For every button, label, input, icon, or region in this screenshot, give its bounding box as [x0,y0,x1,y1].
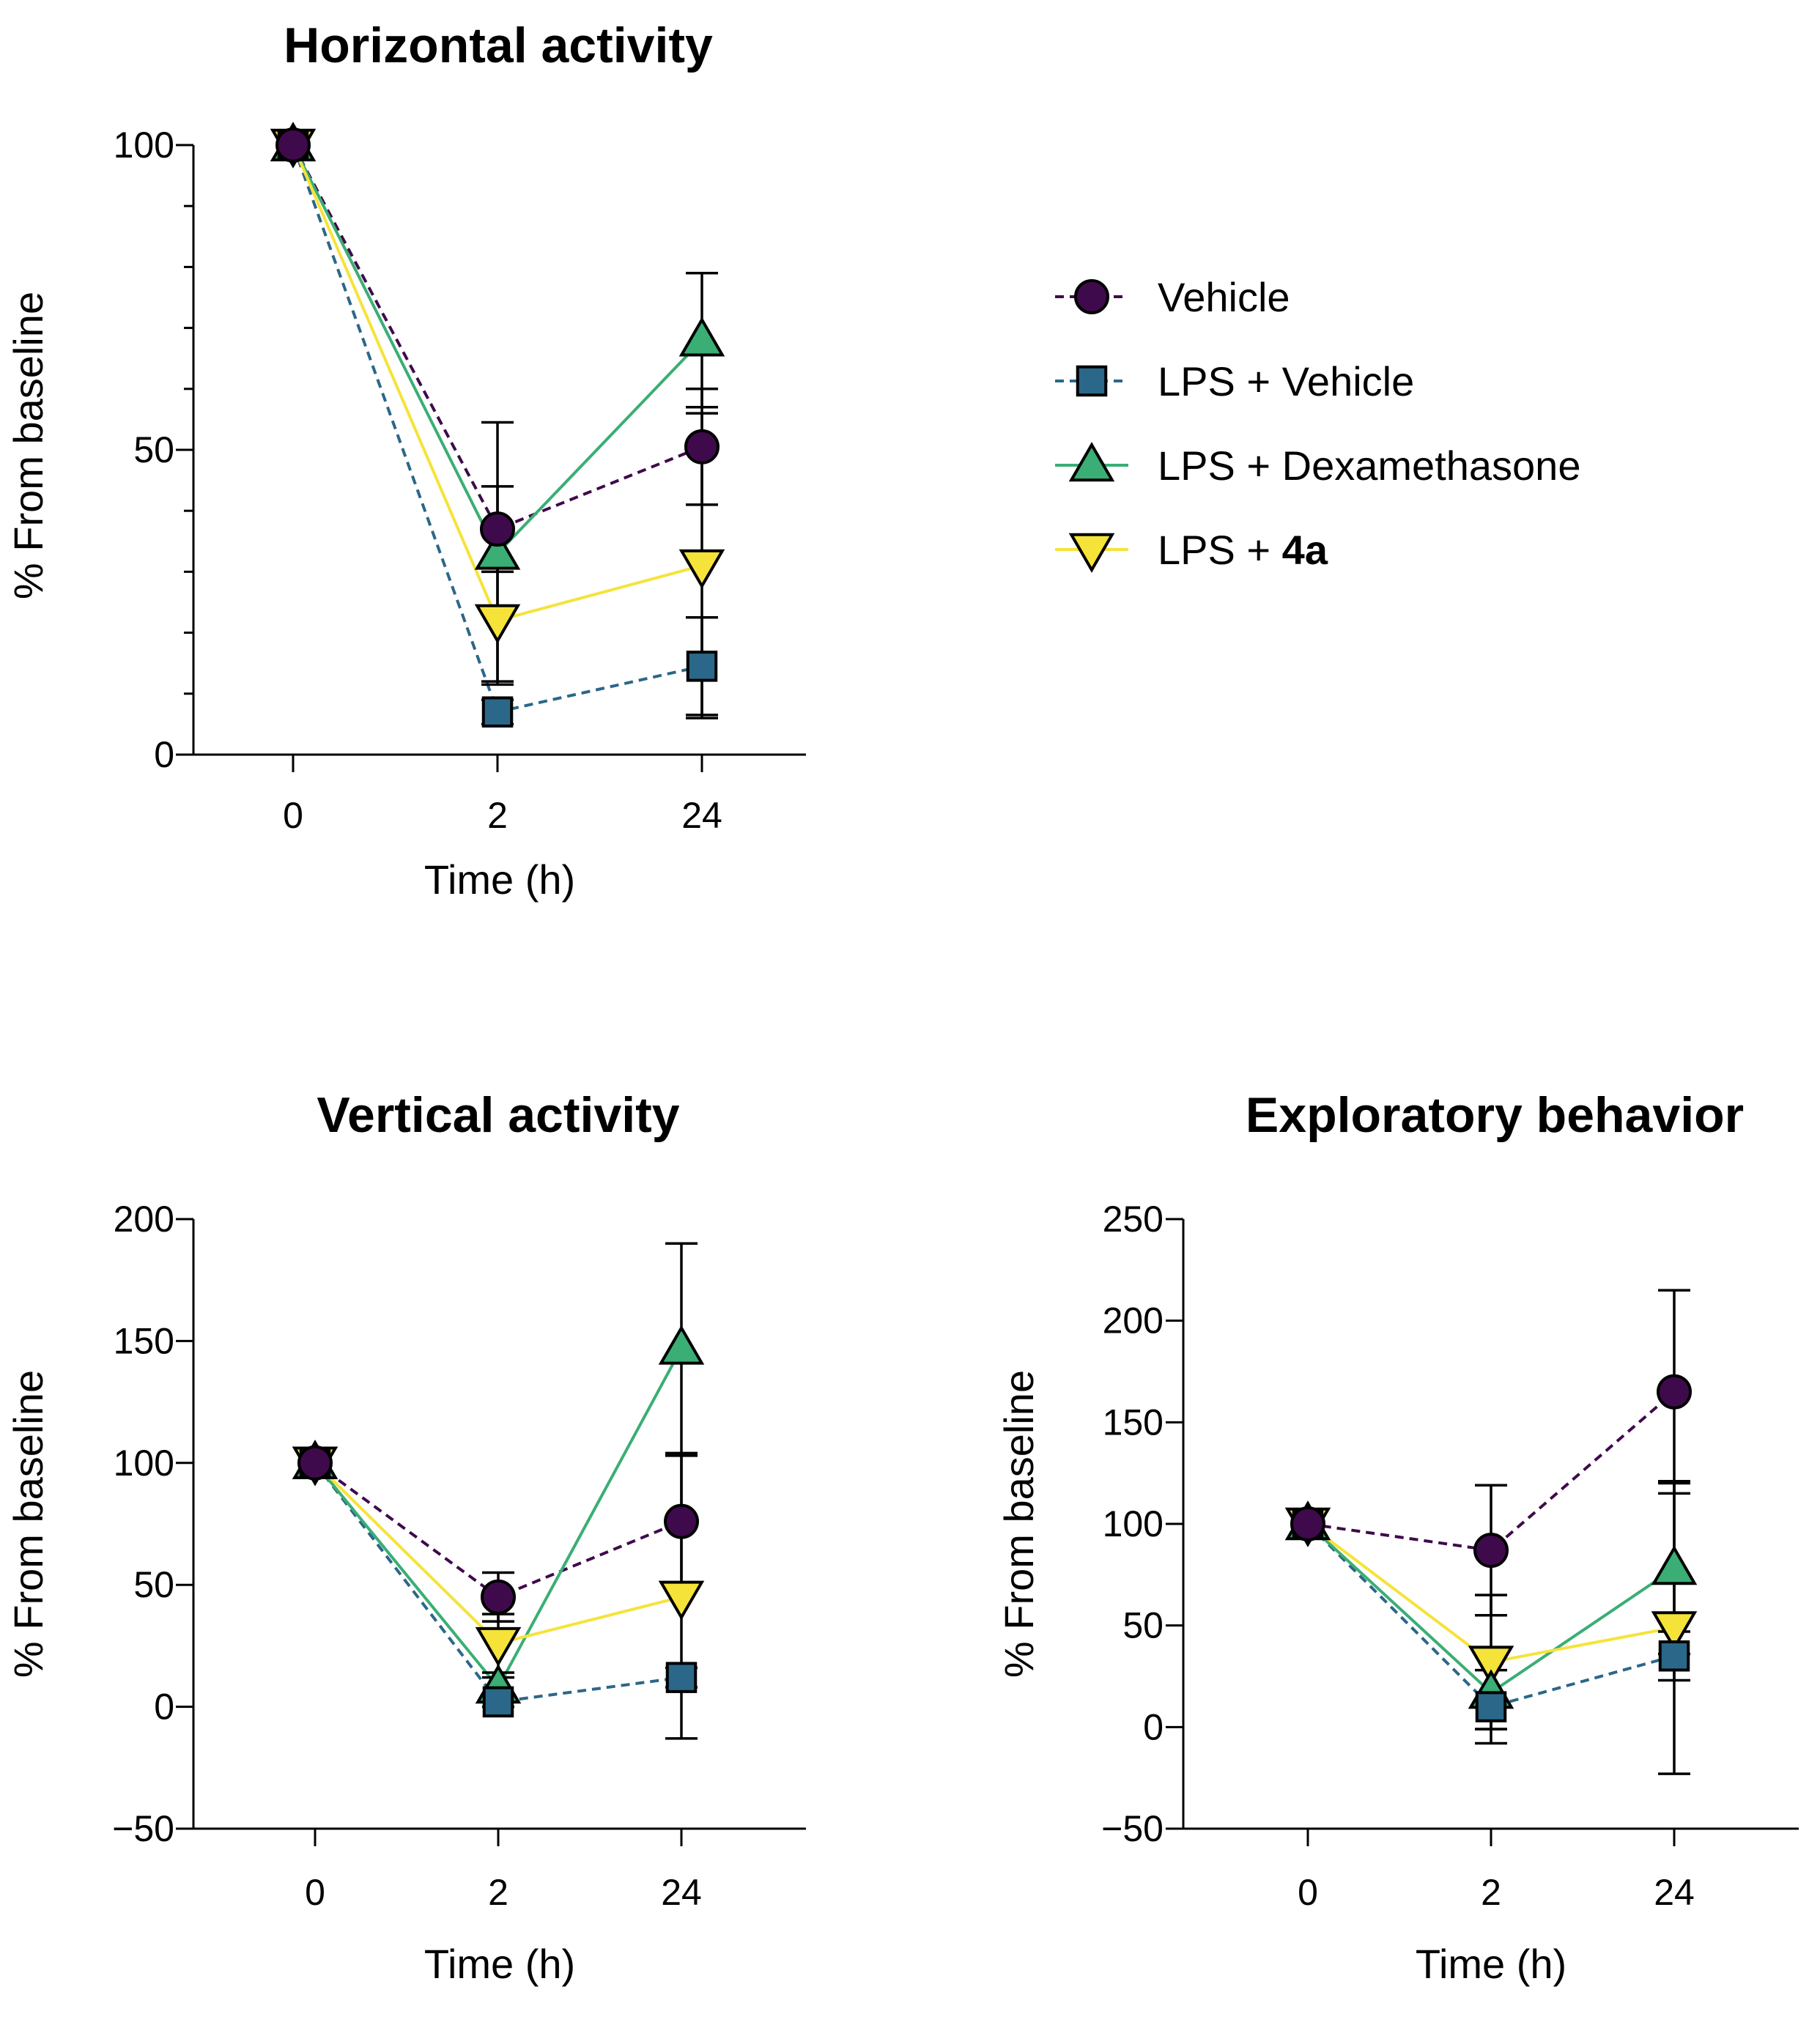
legend-marker-lps_dex [1068,442,1115,482]
y-tick-label: 0 [154,734,174,775]
legend-marker-vehicle [1074,279,1109,314]
x-axis-label: Time (h) [424,1941,575,1987]
chart-title: Exploratory behavior [1246,1087,1744,1143]
y-tick-label: 200 [114,1199,174,1240]
data-point-lps_vehicle [1475,1691,1507,1722]
y-axis-label: % From baseline [5,292,51,599]
legend-label-text: Vehicle [1158,274,1290,320]
x-tick-label: 24 [681,795,722,836]
y-axis-label: % From baseline [996,1370,1042,1678]
legend-marker-lps_4a [1068,533,1115,573]
legend-label-lps_4a: LPS + 4a [1158,527,1328,573]
legend-label-text: LPS + Vehicle [1158,358,1414,404]
y-tick-label: 50 [133,429,174,470]
data-point-lps_dex [1651,1545,1698,1585]
x-axis-label: Time (h) [1416,1941,1566,1987]
data-point-lps_dex [474,530,521,570]
data-point-lps_4a [1651,1611,1698,1651]
data-point-lps_4a [475,1626,522,1667]
data-point-vehicle [297,1445,333,1481]
x-tick-label: 2 [1481,1872,1501,1913]
legend-label-lps_dex: LPS + Dexamethasone [1158,443,1580,489]
data-point-vehicle [480,511,515,547]
x-tick-label: 24 [1654,1872,1695,1913]
data-point-vehicle [275,127,311,163]
y-axis-label: % From baseline [5,1370,51,1678]
y-tick-label: 250 [1103,1199,1164,1240]
y-tick-label: 50 [1122,1605,1164,1646]
x-tick-label: 2 [487,795,508,836]
legend: Vehicle LPS + Vehicle LPS + Dexamethasone L… [1055,274,1580,573]
y-tick-label: 200 [1103,1300,1164,1341]
x-tick-label: 0 [1298,1872,1318,1913]
chart-vertical-activity: Vertical activity −50 0 50 100 150 200 0 2 24 Time… [5,1087,806,1987]
chart-exploratory-behavior: Exploratory behavior −50 0 50 100 150 200 250 0 2… [996,1087,1799,1987]
legend-label-bold: 4a [1282,527,1328,573]
data-point-lps_4a [678,549,725,589]
y-tick-label: 0 [1143,1706,1164,1747]
data-point-lps_vehicle [686,651,718,682]
x-tick-label: 24 [661,1872,702,1913]
series-line-vehicle [1307,1391,1676,1552]
chart-horizontal-activity: Horizontal activity 0 50 100 0 2 24 Time (h) % F… [5,18,806,903]
data-point-lps_4a [658,1580,705,1621]
data-point-vehicle [481,1579,516,1615]
y-tick-label: 150 [114,1320,174,1361]
y-tick-label: 100 [1103,1503,1164,1544]
data-point-lps_vehicle [1658,1640,1690,1672]
legend-label-text: LPS + Dexamethasone [1158,443,1580,489]
legend-marker-lps_vehicle [1076,365,1108,397]
data-point-vehicle [1657,1374,1692,1410]
data-point-lps_vehicle [481,696,514,728]
y-tick-label: −50 [1101,1808,1164,1849]
data-point-vehicle [1290,1506,1325,1541]
data-point-lps_dex [658,1325,705,1365]
y-tick-label: −50 [112,1808,174,1849]
legend-label-vehicle: Vehicle [1158,274,1290,320]
x-tick-label: 0 [305,1872,325,1913]
data-point-lps_4a [1468,1646,1514,1686]
legend-label-lps_vehicle: LPS + Vehicle [1158,358,1414,404]
y-tick-label: 50 [133,1564,174,1605]
chart-title: Vertical activity [317,1087,679,1143]
y-tick-label: 0 [154,1687,174,1728]
data-point-vehicle [664,1503,699,1539]
x-tick-label: 0 [283,795,303,836]
x-tick-label: 2 [488,1872,508,1913]
legend-label-text: LPS + [1158,527,1282,573]
y-tick-label: 150 [1103,1402,1164,1443]
data-point-lps_4a [474,604,521,644]
chart-title: Horizontal activity [284,18,713,73]
series-line-lps_vehicle [1306,1522,1675,1709]
data-point-lps_vehicle [665,1662,698,1693]
y-tick-label: 100 [114,125,174,166]
data-point-lps_vehicle [482,1686,514,1718]
y-tick-label: 100 [114,1443,174,1484]
x-axis-label: Time (h) [424,856,575,903]
data-point-lps_dex [678,316,725,357]
data-point-vehicle [684,429,720,464]
data-point-vehicle [1473,1533,1509,1569]
